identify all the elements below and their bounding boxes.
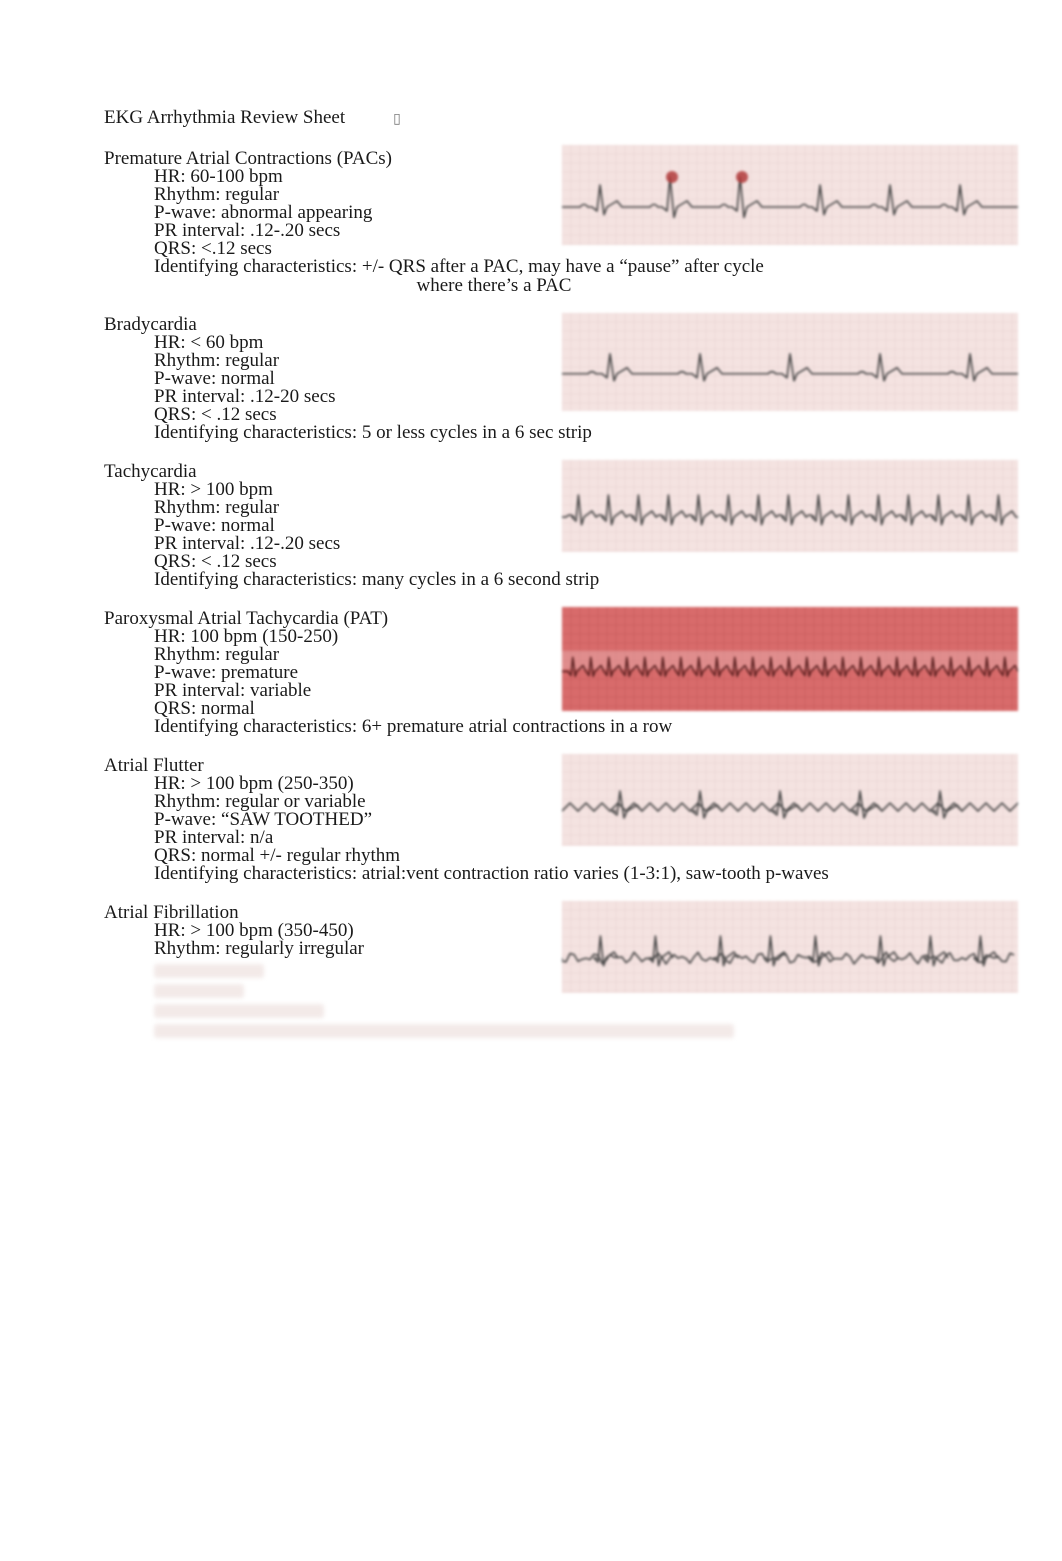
ekg-strip-tachycardia <box>562 460 1018 552</box>
section-pat: Paroxysmal Atrial Tachycardia (PAT) HR: … <box>104 609 958 736</box>
section-pacs: Premature Atrial Contractions (PACs) HR:… <box>104 149 958 295</box>
page-title: EKG Arrhythmia Review Sheet <box>104 108 345 127</box>
ident-line: Identifying characteristics: atrial:vent… <box>154 864 914 883</box>
ident-line: Identifying characteristics: many cycles… <box>154 570 914 589</box>
ident-line: Identifying characteristics: +/- QRS aft… <box>154 257 914 276</box>
title-marker-icon: ▯ <box>393 113 401 127</box>
title-row: EKG Arrhythmia Review Sheet ▯ <box>104 108 958 127</box>
section-bradycardia: Bradycardia HR: < 60 bpm Rhythm: regular… <box>104 315 958 442</box>
ekg-strip-atrial-fibrillation <box>562 901 1018 993</box>
ident-line-2: where there’s a PAC <box>244 276 744 295</box>
section-atrial-flutter: Atrial Flutter HR: > 100 bpm (250-350) R… <box>104 756 958 883</box>
ekg-strip-pat <box>562 607 1018 711</box>
ident-line: Identifying characteristics: 6+ prematur… <box>154 717 914 736</box>
document-page: EKG Arrhythmia Review Sheet ▯ Premature … <box>0 0 1062 1561</box>
blurred-line <box>154 1004 324 1018</box>
ekg-strip-pacs <box>562 145 1018 245</box>
blurred-line <box>154 964 264 978</box>
section-tachycardia: Tachycardia HR: > 100 bpm Rhythm: regula… <box>104 462 958 589</box>
ekg-strip-bradycardia <box>562 313 1018 411</box>
ident-line: Identifying characteristics: 5 or less c… <box>154 423 914 442</box>
section-atrial-fibrillation: Atrial Fibrillation HR: > 100 bpm (350-4… <box>104 903 958 1038</box>
blurred-line <box>154 984 244 998</box>
ekg-strip-atrial-flutter <box>562 754 1018 846</box>
blurred-line <box>154 1024 734 1038</box>
